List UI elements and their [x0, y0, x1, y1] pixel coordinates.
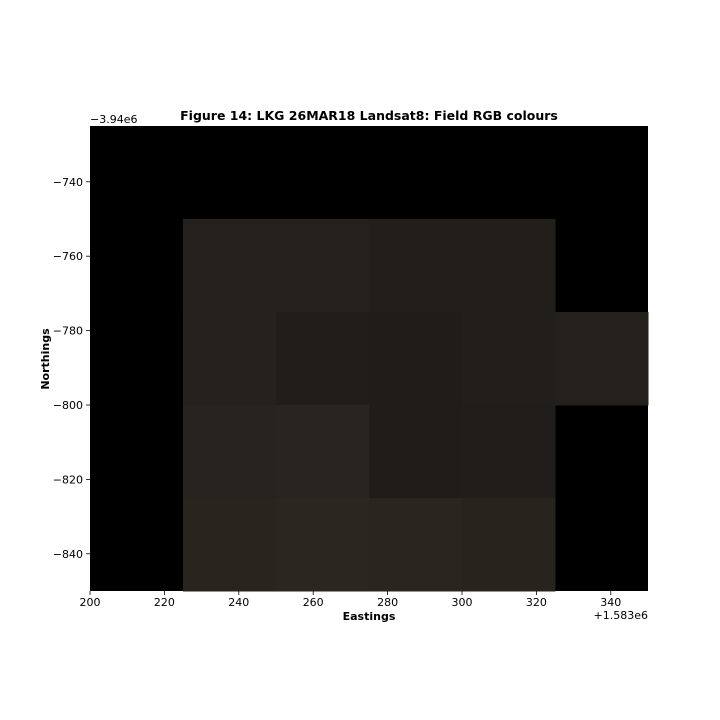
y-tick-label: −740	[53, 176, 83, 189]
x-tick-label: 300	[452, 596, 473, 609]
plot-area	[90, 126, 649, 592]
heatmap-cell	[462, 498, 556, 592]
heatmap-cell	[276, 498, 370, 592]
y-tick-label: −840	[53, 548, 83, 561]
x-offset-label: +1.583e6	[594, 609, 648, 622]
heatmap-cell	[276, 312, 370, 406]
y-tick-label: −820	[53, 473, 83, 486]
heatmap-cell	[462, 312, 556, 406]
heatmap-cell	[183, 498, 277, 592]
heatmap-cell	[183, 312, 277, 406]
heatmap-cell	[183, 219, 277, 313]
heatmap-cell	[369, 498, 463, 592]
y-axis-label: Northings	[39, 328, 52, 390]
heatmap-cell	[276, 405, 370, 499]
y-offset-label: −3.94e6	[90, 113, 137, 126]
y-tick-label: −760	[53, 250, 83, 263]
heatmap-cell	[276, 219, 370, 313]
heatmap-cell	[462, 405, 556, 499]
y-tick-label: −780	[53, 325, 83, 338]
x-tick-label: 280	[377, 596, 398, 609]
y-axis: −740 −760 −780 −800 −820 −840	[53, 176, 90, 561]
x-tick-label: 340	[600, 596, 621, 609]
x-axis: 200 220 240 260 280 300 320 340	[80, 591, 621, 609]
x-axis-label: Eastings	[343, 610, 396, 623]
x-tick-label: 200	[80, 596, 101, 609]
heatmap-cell	[369, 405, 463, 499]
heatmap-cell	[369, 219, 463, 313]
x-tick-label: 240	[228, 596, 249, 609]
y-tick-label: −800	[53, 399, 83, 412]
heatmap-cell	[462, 219, 556, 313]
heatmap-cell	[369, 312, 463, 406]
heatmap-cell	[555, 312, 649, 406]
x-tick-label: 260	[303, 596, 324, 609]
heatmap-cell	[183, 405, 277, 499]
x-tick-label: 220	[154, 596, 175, 609]
x-tick-label: 320	[526, 596, 547, 609]
chart-title: Figure 14: LKG 26MAR18 Landsat8: Field R…	[180, 108, 558, 123]
